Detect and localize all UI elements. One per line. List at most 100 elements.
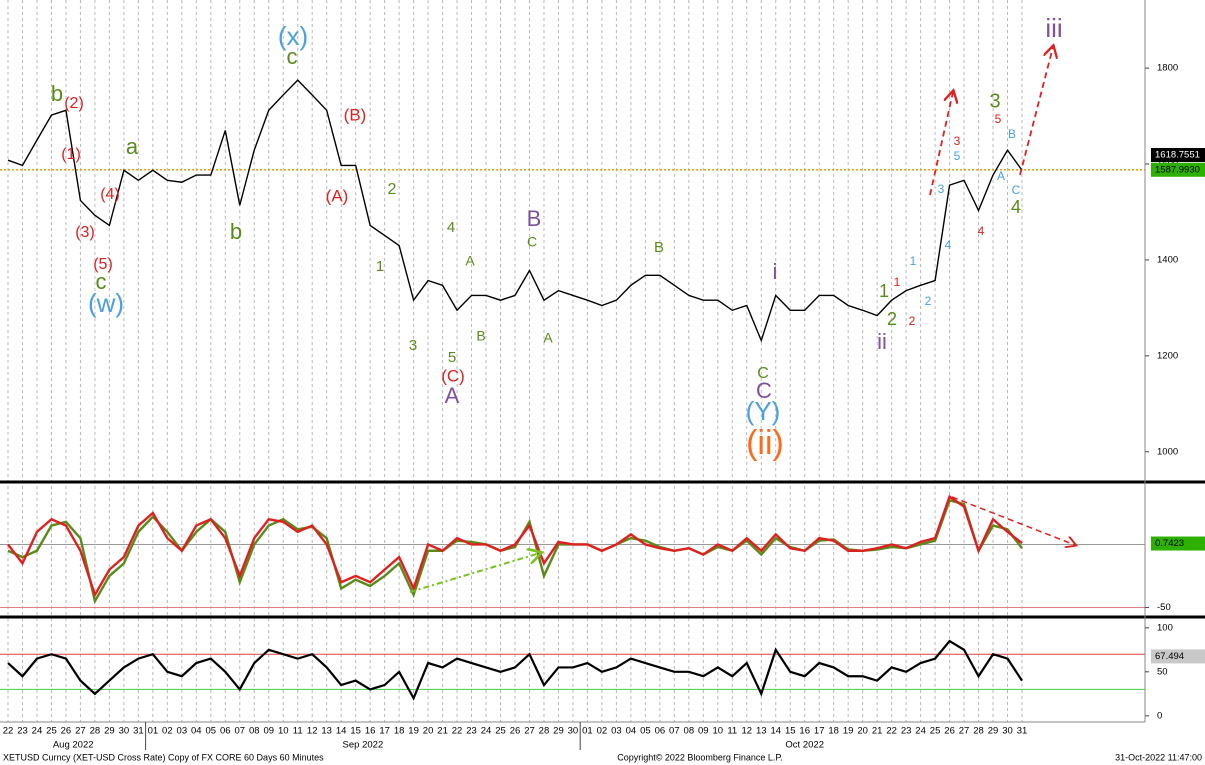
x-tick-label: 02 <box>162 726 173 737</box>
x-tick-label: 11 <box>293 726 303 737</box>
x-tick-label: 27 <box>959 726 970 737</box>
value-label: 67.494 <box>1155 651 1184 662</box>
wave-label: (C) <box>441 366 465 385</box>
wave-label: 5 <box>995 112 1002 126</box>
wave-label: A <box>997 169 1005 183</box>
x-tick-label: 29 <box>988 726 999 737</box>
x-tick-label: 27 <box>75 726 86 737</box>
x-tick-label: 30 <box>568 726 579 737</box>
grid <box>0 0 1145 722</box>
wave-label: A <box>445 383 460 408</box>
x-tick-label: 26 <box>61 726 72 737</box>
y-tick-label: 50 <box>1157 666 1168 677</box>
y-tick-label: 1200 <box>1157 350 1178 361</box>
wave-label: (Y) <box>746 396 781 426</box>
wave-label: 2 <box>909 314 916 328</box>
wave-label: C <box>527 234 537 250</box>
x-tick-label: 02 <box>597 726 608 737</box>
y-tick-label: 1800 <box>1157 63 1178 74</box>
x-tick-label: 28 <box>539 726 550 737</box>
x-tick-label: 23 <box>466 726 477 737</box>
x-tick-label: 17 <box>379 726 390 737</box>
x-tick-label: 27 <box>524 726 535 737</box>
wave-label: 4 <box>1011 197 1021 217</box>
wave-label: c <box>287 44 298 69</box>
wave-label: B <box>527 206 542 231</box>
x-tick-label: 03 <box>177 726 188 737</box>
rsi-line <box>7 639 1023 701</box>
wave-label: 2 <box>388 181 397 198</box>
month-label: Sep 2022 <box>343 740 384 751</box>
oscillator-line <box>7 494 1023 598</box>
value-label: 1587.9930 <box>1155 164 1200 175</box>
x-tick-label: 29 <box>104 726 115 737</box>
wave-label: (A) <box>326 186 349 205</box>
x-tick-label: 29 <box>553 726 564 737</box>
x-tick-label: 25 <box>495 726 506 737</box>
value-label-box <box>1151 148 1205 163</box>
wave-label: 3 <box>954 134 961 148</box>
wave-label: 3 <box>938 182 945 196</box>
wave-label: (w) <box>88 288 124 318</box>
x-tick-label: 06 <box>220 726 231 737</box>
wave-label: (x) <box>278 21 308 51</box>
wave-label: c <box>96 269 107 294</box>
y-tick-label: 0 <box>1157 710 1162 721</box>
x-tick-label: 05 <box>206 726 217 737</box>
x-tick-label: 01 <box>148 726 159 737</box>
wave-label: (5) <box>93 256 113 273</box>
y-tick-label: -50 <box>1157 602 1171 613</box>
x-tick-label: 30 <box>1002 726 1013 737</box>
x-tick-label: 17 <box>814 726 825 737</box>
x-tick-label: 26 <box>944 726 955 737</box>
arrow <box>409 553 540 593</box>
x-tick-label: 06 <box>655 726 666 737</box>
value-label: 0.7423 <box>1155 538 1184 549</box>
wave-label: 1 <box>910 254 917 268</box>
footer-center: Copyright© 2022 Bloomberg Finance L.P. <box>617 752 783 762</box>
arrow <box>951 496 1075 545</box>
x-tick-label: 18 <box>394 726 405 737</box>
x-tick-label: 19 <box>408 726 419 737</box>
x-tick-label: 12 <box>741 726 752 737</box>
wave-label: iii <box>1045 13 1062 43</box>
value-label-box <box>1151 649 1205 664</box>
y-tick-label: 1400 <box>1157 254 1178 265</box>
x-tick-label: 08 <box>249 726 260 737</box>
wave-label: (1) <box>61 146 81 163</box>
x-tick-label: 30 <box>119 726 130 737</box>
x-tick-label: 15 <box>785 726 796 737</box>
arrow <box>929 92 953 196</box>
wave-label: ii <box>877 329 887 354</box>
x-tick-label: 14 <box>770 726 781 737</box>
x-tick-label: 28 <box>90 726 101 737</box>
y-tick-label: 100 <box>1157 622 1173 633</box>
wave-label: 2 <box>925 294 932 308</box>
value-label-box <box>1151 162 1205 177</box>
x-tick-label: 22 <box>452 726 463 737</box>
x-tick-label: 31 <box>133 726 144 737</box>
wave-label: 1 <box>894 275 901 289</box>
wave-label: 4 <box>447 219 455 236</box>
overlay: 22 23 24 25 26 27 28 29 30 31 01 02 03 04 05 06 07 08 09 10… <box>3 13 1205 751</box>
wave-label: B <box>1008 127 1016 141</box>
x-tick-label: 04 <box>191 726 202 737</box>
x-tick-label: 13 <box>321 726 332 737</box>
x-tick-label: 12 <box>307 726 318 737</box>
wave-label: A <box>543 330 553 346</box>
plot <box>7 79 1023 701</box>
x-tick-label: 14 <box>336 726 347 737</box>
x-tick-label: 01 <box>582 726 593 737</box>
x-tick-label: 10 <box>713 726 724 737</box>
x-tick-label: 24 <box>915 726 926 737</box>
wave-label: (B) <box>344 105 367 124</box>
wave-label: 4 <box>978 224 985 238</box>
wave-label: a <box>126 134 139 159</box>
wave-label: C <box>756 378 772 403</box>
x-tick-label: 07 <box>669 726 680 737</box>
x-tick-label: 24 <box>481 726 492 737</box>
wave-label: 1 <box>376 258 384 275</box>
x-tick-label: 23 <box>17 726 28 737</box>
wave-label: 5 <box>954 149 961 163</box>
